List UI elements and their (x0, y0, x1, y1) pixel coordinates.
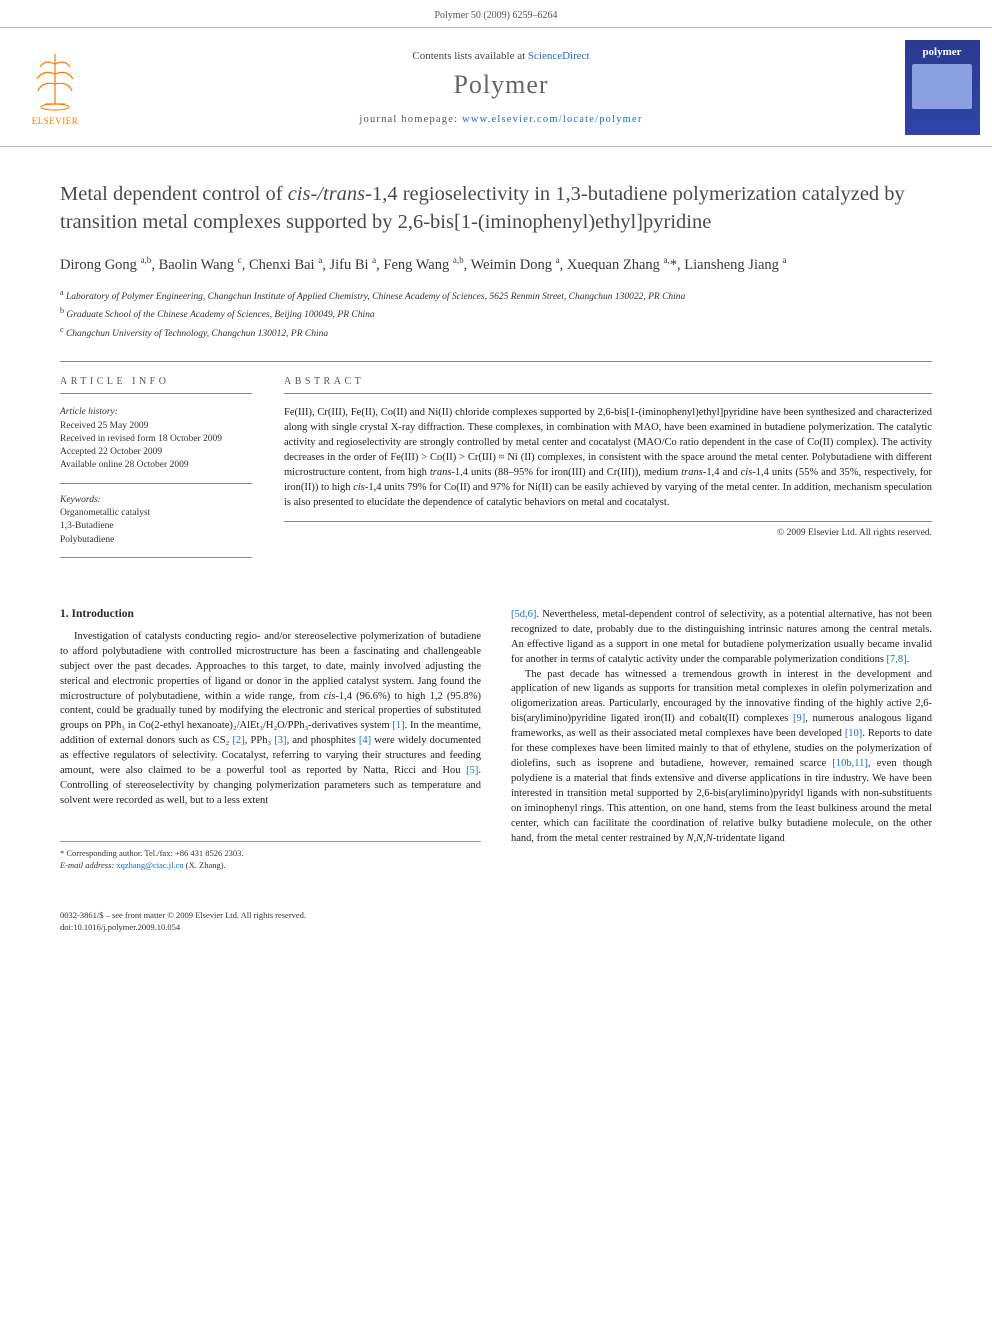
abstract-label: ABSTRACT (284, 376, 932, 394)
article-title: Metal dependent control of cis-/trans-1,… (60, 181, 932, 236)
title-italic: cis-/trans (288, 183, 365, 205)
elsevier-tree-icon (25, 49, 85, 114)
corresponding-author: * Corresponding author. Tel./fax: +86 43… (60, 848, 481, 860)
contents-prefix: Contents lists available at (412, 50, 527, 62)
footer-line2: doi:10.1016/j.polymer.2009.10.054 (60, 922, 932, 934)
abstract-column: ABSTRACT Fe(III), Cr(III), Fe(II), Co(II… (268, 362, 932, 582)
sciencedirect-link[interactable]: ScienceDirect (528, 50, 590, 62)
keyword: Organometallic catalyst (60, 507, 252, 520)
cover-title: polymer (922, 46, 961, 58)
keyword: 1,3-Butadiene (60, 520, 252, 533)
affiliation-line: b Graduate School of the Chinese Academy… (60, 305, 932, 322)
left-column: 1. Introduction Investigation of catalys… (60, 608, 481, 872)
cover-image-placeholder (912, 64, 972, 109)
email-link[interactable]: xqzhang@ciac.jl.cn (116, 860, 183, 870)
running-head: Polymer 50 (2009) 6259–6264 (0, 0, 992, 27)
copyright-line: © 2009 Elsevier Ltd. All rights reserved… (284, 528, 932, 538)
received-date: Received 25 May 2009 (60, 420, 252, 433)
body-paragraph: [5d,6]. Nevertheless, metal-dependent co… (511, 608, 932, 668)
body-paragraph: Investigation of catalysts conducting re… (60, 630, 481, 809)
online-date: Available online 28 October 2009 (60, 459, 252, 472)
abstract-text: Fe(III), Cr(III), Fe(II), Co(II) and Ni(… (284, 406, 932, 521)
journal-cover: polymer (905, 40, 980, 135)
homepage-link[interactable]: www.elsevier.com/locate/polymer (462, 114, 643, 125)
body-text-left: Investigation of catalysts conducting re… (60, 630, 481, 809)
masthead-center: Contents lists available at ScienceDirec… (110, 28, 892, 146)
masthead: ELSEVIER Contents lists available at Sci… (0, 27, 992, 147)
info-abstract-row: ARTICLE INFO Article history: Received 2… (60, 361, 932, 582)
keyword: Polybutadiene (60, 534, 252, 547)
publisher-name: ELSEVIER (32, 116, 79, 126)
accepted-date: Accepted 22 October 2009 (60, 446, 252, 459)
page-footer: 0032-3861/$ – see front matter © 2009 El… (0, 902, 992, 954)
publisher-logo-block: ELSEVIER (0, 28, 110, 146)
right-column: [5d,6]. Nevertheless, metal-dependent co… (511, 608, 932, 872)
footnotes: * Corresponding author. Tel./fax: +86 43… (60, 841, 481, 872)
keywords-label: Keywords: (60, 494, 252, 507)
email-suffix: (X. Zhang). (186, 860, 226, 870)
revised-date: Received in revised form 18 October 2009 (60, 433, 252, 446)
keywords-block: Keywords: Organometallic catalyst 1,3-Bu… (60, 494, 252, 558)
email-line: E-mail address: xqzhang@ciac.jl.cn (X. Z… (60, 860, 481, 872)
elsevier-logo: ELSEVIER (20, 45, 90, 130)
article-history-block: Article history: Received 25 May 2009 Re… (60, 406, 252, 483)
citation-text: Polymer 50 (2009) 6259–6264 (434, 10, 557, 21)
article-info-column: ARTICLE INFO Article history: Received 2… (60, 362, 268, 582)
article-info-label: ARTICLE INFO (60, 376, 252, 394)
body-paragraph: The past decade has witnessed a tremendo… (511, 668, 932, 847)
article-content: Metal dependent control of cis-/trans-1,… (0, 147, 992, 902)
journal-name: Polymer (453, 70, 548, 100)
body-text-right: [5d,6]. Nevertheless, metal-dependent co… (511, 608, 932, 847)
section-heading-intro: 1. Introduction (60, 608, 481, 620)
history-label: Article history: (60, 406, 252, 419)
homepage-line: journal homepage: www.elsevier.com/locat… (359, 114, 642, 125)
email-label: E-mail address: (60, 860, 114, 870)
authors-line: Dirong Gong a,b, Baolin Wang c, Chenxi B… (60, 254, 932, 277)
affiliations: a Laboratory of Polymer Engineering, Cha… (60, 287, 932, 341)
body-columns: 1. Introduction Investigation of catalys… (60, 608, 932, 872)
affiliation-line: c Changchun University of Technology, Ch… (60, 324, 932, 341)
affiliation-line: a Laboratory of Polymer Engineering, Cha… (60, 287, 932, 304)
contents-line: Contents lists available at ScienceDirec… (412, 50, 589, 62)
journal-cover-block: polymer (892, 28, 992, 146)
title-part: Metal dependent control of (60, 183, 288, 205)
homepage-prefix: journal homepage: (359, 114, 462, 125)
footer-line1: 0032-3861/$ – see front matter © 2009 El… (60, 910, 932, 922)
